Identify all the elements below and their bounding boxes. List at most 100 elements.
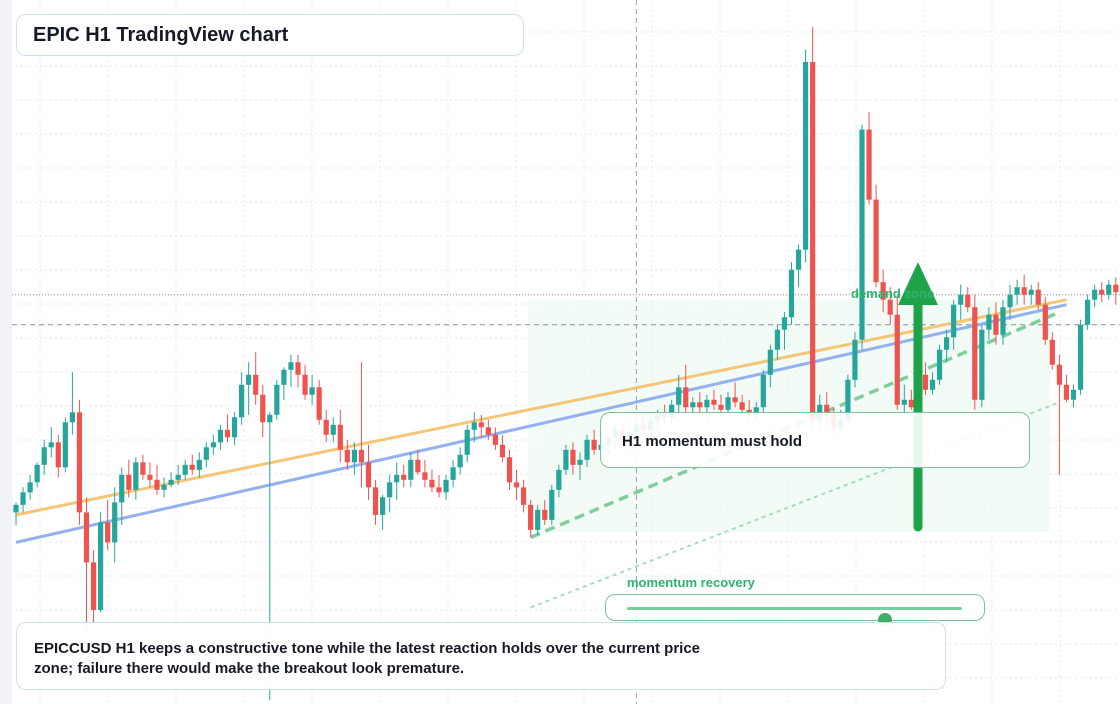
candle-body (1085, 299, 1091, 325)
candle-body (958, 294, 964, 305)
candle-body (485, 427, 491, 435)
candle (422, 459, 428, 488)
candle (415, 449, 421, 475)
candle (725, 392, 731, 415)
candle-body (450, 467, 456, 480)
candle (1077, 319, 1084, 395)
momentum-slider[interactable] (605, 594, 985, 627)
candle (577, 452, 583, 480)
candle (556, 464, 562, 498)
candle-body (337, 424, 343, 450)
candle (281, 367, 287, 400)
candle-body (570, 449, 576, 465)
candle-body (161, 484, 167, 490)
candle-body (824, 404, 830, 415)
candle (901, 384, 907, 415)
candle (549, 484, 555, 525)
candle (76, 399, 83, 525)
candle (69, 372, 75, 435)
candle-body (936, 349, 943, 380)
candle-body (253, 374, 259, 395)
candle-body (372, 487, 379, 515)
candle (1092, 284, 1098, 308)
candle (55, 434, 61, 478)
candle (922, 362, 929, 395)
candles (13, 27, 1119, 700)
candle-body (182, 464, 188, 475)
candle (760, 369, 766, 413)
candle-body (774, 329, 780, 350)
candle-body (217, 429, 224, 443)
candle-body (175, 474, 181, 480)
candle (231, 412, 238, 445)
candle (499, 434, 506, 463)
candle-body (1106, 284, 1112, 295)
candle-body (922, 374, 929, 390)
candle (450, 459, 456, 488)
candle (1021, 274, 1027, 305)
candle (217, 424, 224, 450)
candle-body (231, 417, 238, 438)
candle-body (260, 394, 266, 423)
candle-body (112, 502, 118, 543)
momentum-callout: H1 momentum must hold (600, 412, 1030, 468)
candle-body (34, 464, 40, 483)
momentum-label: momentum recovery (627, 575, 755, 590)
candle (478, 414, 484, 438)
candle (147, 462, 153, 488)
candle (535, 504, 541, 535)
candle (788, 262, 795, 325)
candle (253, 352, 259, 405)
candle-body (880, 282, 886, 300)
candle (570, 442, 576, 475)
candle-body (803, 62, 809, 250)
candle (119, 467, 125, 525)
reference-levels (12, 0, 1120, 704)
candle-body (697, 402, 703, 408)
candle (810, 27, 816, 430)
candle (908, 389, 914, 410)
candle (1113, 277, 1119, 305)
candle (711, 389, 717, 410)
candle (168, 472, 174, 488)
candle (979, 324, 985, 408)
candle-body (1077, 324, 1084, 390)
candle-body (351, 449, 357, 463)
candle (866, 112, 872, 205)
candle (795, 244, 802, 288)
candle-body (471, 422, 477, 430)
candle-body (288, 362, 294, 370)
candle (239, 372, 245, 425)
candle-body (415, 459, 421, 473)
candle (105, 499, 111, 550)
candle (929, 372, 936, 395)
candle (457, 447, 463, 475)
candle-body (140, 462, 146, 475)
candle-body (189, 464, 195, 470)
candle (1070, 384, 1077, 408)
candle-body (521, 487, 527, 505)
candle (485, 419, 491, 440)
candle-body (704, 399, 710, 408)
candle (972, 294, 978, 410)
candle (1000, 299, 1006, 345)
candle (803, 49, 809, 263)
candle (993, 302, 999, 345)
slider-track (627, 607, 962, 627)
blue-trendline (15, 303, 1067, 544)
candle (1028, 284, 1034, 305)
candle-body (27, 482, 33, 493)
candle-body (1035, 289, 1041, 305)
candle (224, 414, 231, 443)
candle (859, 124, 865, 350)
candle (873, 184, 879, 288)
candle (1106, 279, 1112, 300)
candle-body (739, 402, 745, 410)
candle-body (90, 562, 97, 610)
candle-body (443, 479, 449, 493)
candle-body (119, 474, 125, 503)
candle (140, 454, 146, 480)
candle (429, 469, 435, 493)
candle-body (422, 472, 428, 480)
candle-body (344, 449, 350, 463)
